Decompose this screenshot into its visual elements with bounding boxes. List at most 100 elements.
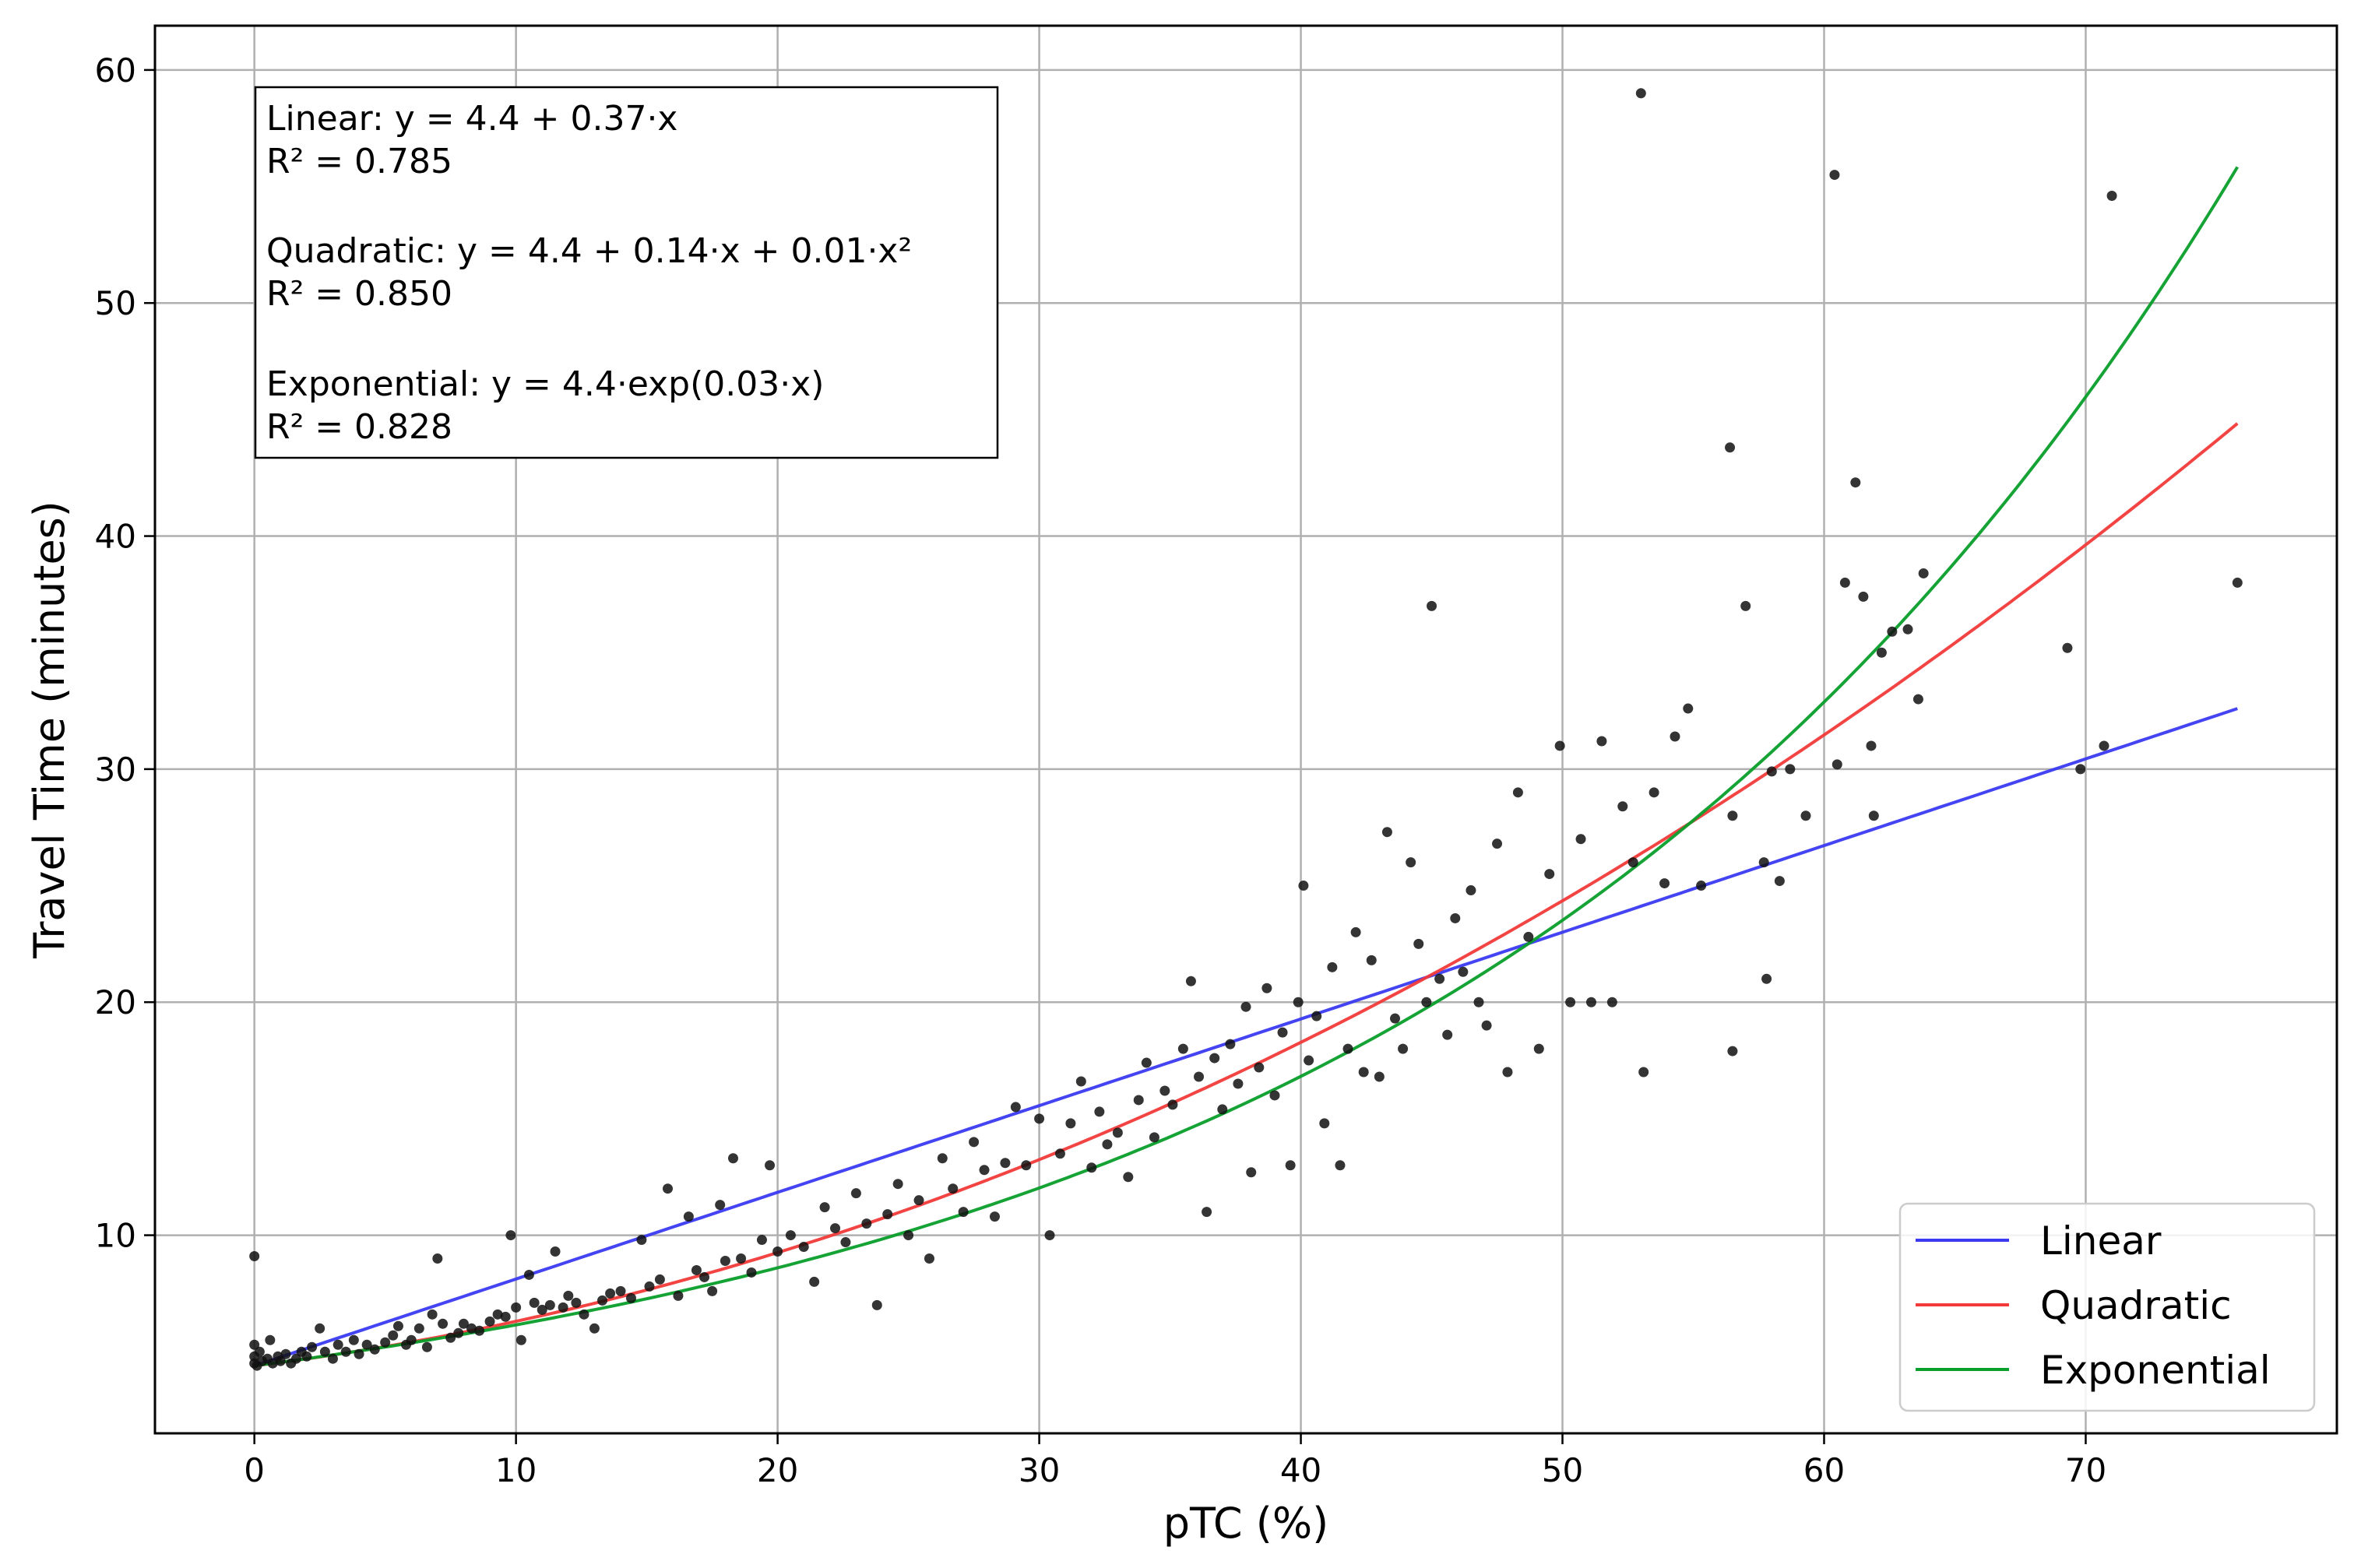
data-point (267, 1358, 278, 1369)
y-tick-label: 10 (95, 1217, 136, 1255)
data-point (1575, 834, 1586, 845)
data-point (1075, 1076, 1086, 1087)
data-point (1670, 731, 1680, 742)
data-point (1727, 810, 1738, 821)
data-point (663, 1183, 674, 1194)
data-point (1319, 1118, 1330, 1129)
data-point (1596, 736, 1607, 747)
data-point (1233, 1078, 1244, 1089)
data-point (1269, 1090, 1280, 1101)
data-point (544, 1299, 555, 1310)
data-point (1133, 1095, 1144, 1106)
data-point (1177, 1043, 1188, 1054)
data-point (388, 1330, 399, 1341)
data-point (772, 1246, 783, 1257)
data-point (1065, 1118, 1076, 1129)
data-point (1502, 1067, 1513, 1078)
data-point (1850, 477, 1861, 488)
data-point (1225, 1039, 1236, 1049)
data-point (1727, 1046, 1738, 1056)
y-axis-label: Travel Time (minutes) (25, 501, 74, 959)
data-point (392, 1320, 403, 1331)
data-point (1413, 938, 1424, 949)
data-point (319, 1346, 330, 1357)
data-point (492, 1309, 503, 1320)
data-point (644, 1281, 655, 1292)
data-point (1366, 955, 1377, 965)
data-point (937, 1153, 948, 1164)
data-point (1285, 1160, 1296, 1171)
data-point (427, 1309, 438, 1320)
data-point (840, 1237, 851, 1248)
scatter-points (249, 88, 2243, 1371)
data-point (1335, 1160, 1346, 1171)
data-point (597, 1295, 608, 1306)
data-point (511, 1302, 522, 1313)
data-point (380, 1337, 391, 1348)
data-point (1866, 740, 1877, 751)
data-point (1304, 1055, 1314, 1066)
data-point (589, 1323, 600, 1334)
data-point (2075, 764, 2086, 775)
data-point (445, 1332, 456, 1343)
quadratic-fit-line (254, 422, 2239, 1368)
data-point (1554, 740, 1565, 751)
x-tick-label: 10 (495, 1451, 537, 1489)
data-point (1876, 647, 1887, 658)
data-point (315, 1323, 325, 1334)
data-point (327, 1353, 338, 1364)
data-point (500, 1311, 511, 1322)
data-point (333, 1339, 343, 1350)
data-point (1918, 568, 1929, 578)
legend: Linear Quadratic Exponential (1898, 1202, 2316, 1412)
data-point (654, 1274, 665, 1285)
axis-ticks: 0 10 20 30 40 50 60 70 10 20 30 40 50 60 (95, 51, 2107, 1489)
data-point (861, 1218, 872, 1229)
data-point (579, 1309, 589, 1320)
data-point (1194, 1071, 1205, 1082)
x-tick-label: 40 (1280, 1451, 1321, 1489)
data-point (432, 1253, 443, 1264)
data-point (571, 1297, 582, 1308)
y-tick-label: 40 (95, 518, 136, 556)
linear-equation: Linear: y = 4.4 + 0.37·x (266, 99, 677, 139)
data-point (1696, 881, 1707, 891)
data-point (1350, 926, 1361, 937)
data-point (1868, 810, 1879, 821)
data-point (1725, 442, 1736, 453)
data-point (1141, 1057, 1152, 1068)
data-point (1240, 1001, 1251, 1012)
data-point (515, 1334, 526, 1345)
data-point (715, 1200, 726, 1211)
data-point (1246, 1167, 1257, 1178)
data-point (1774, 876, 1785, 887)
data-point (1481, 1020, 1492, 1031)
data-point (1217, 1104, 1228, 1115)
x-tick-label: 30 (1019, 1451, 1060, 1489)
data-point (819, 1202, 830, 1213)
data-point (1406, 857, 1416, 868)
data-point (1277, 1027, 1288, 1038)
exponential-equation: Exponential: y = 4.4·exp(0.03·x) (266, 364, 824, 404)
data-point (265, 1334, 276, 1345)
data-point (850, 1188, 861, 1199)
data-point (348, 1334, 359, 1345)
y-tick-label: 60 (95, 51, 136, 90)
data-point (948, 1183, 959, 1194)
legend-box (1898, 1202, 2316, 1412)
legend-label-quadratic: Quadratic (2040, 1283, 2232, 1328)
data-point (340, 1346, 351, 1357)
legend-label-linear: Linear (2040, 1218, 2162, 1264)
data-point (275, 1355, 286, 1366)
data-point (523, 1269, 534, 1280)
data-point (1149, 1132, 1159, 1143)
data-point (2099, 740, 2109, 751)
data-point (727, 1153, 738, 1164)
data-point (1021, 1160, 1032, 1171)
data-point (1839, 577, 1850, 588)
data-point (1342, 1043, 1353, 1054)
data-point (979, 1165, 990, 1176)
data-point (529, 1297, 540, 1308)
exponential-r2: R² = 0.828 (266, 407, 452, 447)
data-point (1887, 626, 1898, 637)
